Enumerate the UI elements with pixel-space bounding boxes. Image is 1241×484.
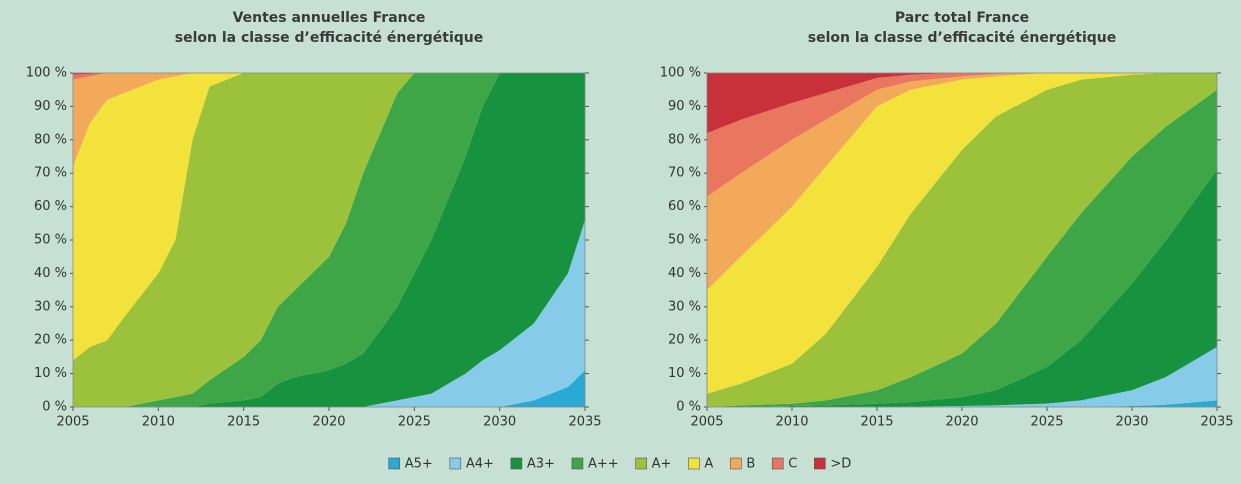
y-tick-label: 60 % [34, 199, 67, 214]
area: A5+ [707, 400, 1217, 407]
area: A3+ [73, 73, 585, 407]
legend-swatch [688, 457, 700, 470]
x-tick-label: 2030 [1115, 415, 1148, 430]
x-tick-label: 2020 [312, 415, 345, 430]
legend-label: B [746, 457, 755, 472]
legend-label: A++ [588, 457, 619, 472]
chart-title: Parc total France [895, 10, 1029, 26]
area: A+ [73, 73, 585, 407]
area: A5+ [73, 370, 585, 407]
area: B [707, 73, 1217, 291]
legend-label: A3+ [527, 457, 555, 472]
legend-label: A5+ [405, 457, 433, 472]
x-tick-label: 2010 [775, 415, 808, 430]
area: A++ [707, 89, 1217, 407]
y-tick-label: 40 % [668, 266, 701, 281]
legend-swatch [510, 457, 523, 470]
y-tick-label: 30 % [668, 299, 701, 314]
legend-label: A+ [652, 457, 672, 472]
legend-label: C [788, 457, 797, 472]
legend: A5+ A4+ A3+ A++ A+ A B C >D [388, 457, 851, 472]
y-tick-label: 10 % [34, 366, 67, 381]
y-tick-label: 0 % [676, 400, 701, 415]
legend-swatch [814, 457, 826, 470]
x-tick-label: 2020 [945, 415, 978, 430]
y-tick-label: 20 % [34, 333, 67, 348]
x-tick-label: 2035 [568, 415, 601, 430]
legend-swatch [730, 457, 742, 470]
y-tick-label: 100 % [660, 66, 701, 81]
legend-label: A4+ [466, 457, 494, 472]
y-tick-label: 100 % [26, 66, 67, 81]
y-tick-label: 40 % [34, 266, 67, 281]
y-tick-label: 90 % [34, 99, 67, 114]
area: A4+ [73, 219, 585, 407]
y-tick-label: 60 % [668, 199, 701, 214]
x-tick-label: 2030 [483, 415, 516, 430]
y-tick-label: 0 % [42, 400, 67, 415]
legend-swatch [449, 457, 462, 470]
y-tick-label: 50 % [34, 233, 67, 248]
area: A [73, 73, 585, 361]
y-tick-label: 30 % [34, 299, 67, 314]
legend-label: >D [830, 457, 851, 472]
legend-swatch [388, 457, 401, 470]
area: A+ [707, 73, 1217, 407]
area: B [73, 73, 585, 167]
y-tick-label: 70 % [668, 166, 701, 181]
x-tick-label: 2015 [227, 415, 260, 430]
area: A3+ [707, 169, 1217, 407]
y-tick-label: 70 % [34, 166, 67, 181]
area: >D [707, 73, 1217, 134]
y-tick-label: 80 % [668, 132, 701, 147]
y-tick-label: 10 % [668, 366, 701, 381]
chart-title: selon la classe d’efficacité énergétique [175, 30, 484, 46]
chart-title: Ventes annuelles France [233, 10, 426, 26]
y-tick-label: 90 % [668, 99, 701, 114]
x-tick-label: 2005 [690, 415, 723, 430]
area: A4+ [707, 346, 1217, 407]
x-tick-label: 2025 [1030, 415, 1063, 430]
legend-swatch [571, 457, 584, 470]
chart-title: selon la classe d’efficacité énergétique [808, 30, 1117, 46]
y-tick-label: 80 % [34, 132, 67, 147]
x-tick-label: 2015 [860, 415, 893, 430]
x-tick-label: 2010 [142, 415, 175, 430]
area: C [707, 73, 1217, 197]
x-tick-label: 2025 [398, 415, 431, 430]
legend-label: A [704, 457, 713, 472]
x-tick-label: 2005 [56, 415, 89, 430]
y-tick-label: 20 % [668, 333, 701, 348]
x-tick-label: 2035 [1200, 415, 1233, 430]
area: A [707, 73, 1217, 394]
y-tick-label: 50 % [668, 233, 701, 248]
area: A++ [73, 73, 585, 407]
legend-swatch [771, 457, 784, 470]
legend-swatch [635, 457, 647, 470]
